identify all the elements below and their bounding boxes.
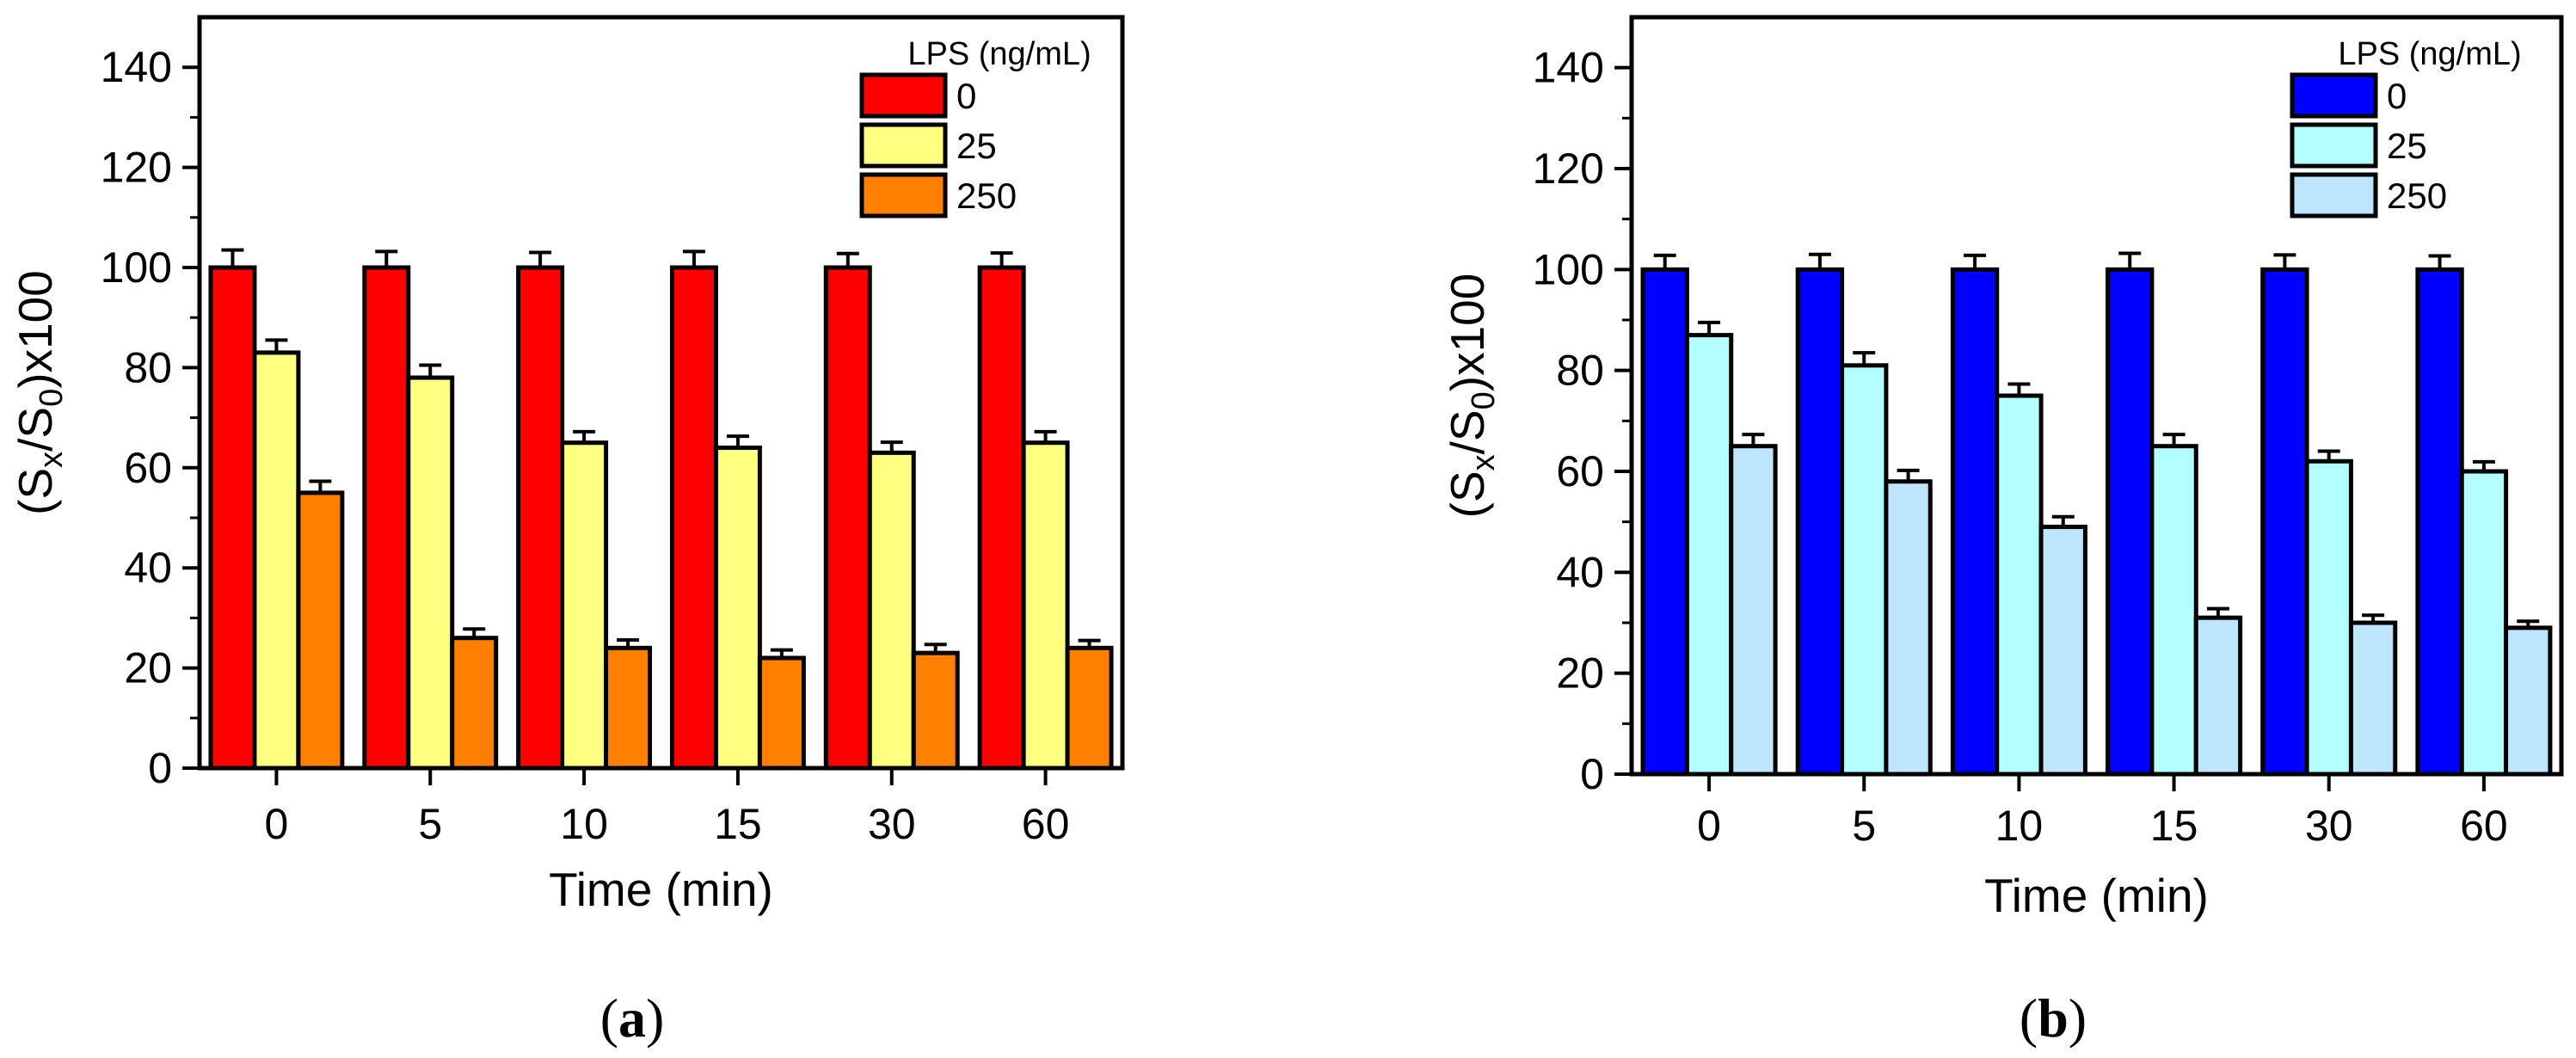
x-tick-label-b-15: 15 — [2150, 802, 2198, 850]
y-tick-label-b-60: 60 — [1556, 447, 1604, 495]
y-tick-label-b-100: 100 — [1533, 245, 1604, 293]
bar-a-series-0-cat-10 — [516, 265, 565, 771]
bar-b-series-250-cat-30 — [2348, 620, 2398, 777]
chart-panel-a: 0 20 40 60 80 100 120 140 0 5 10 15 30 60 Time (min) (S… — [9, 15, 1125, 916]
y-tick-label-a-60: 60 — [124, 444, 172, 492]
x-tick-label-a-0: 0 — [265, 800, 289, 848]
bar-b-series-25-cat-60 — [2459, 469, 2509, 777]
y-tick-label-b-120: 120 — [1533, 145, 1604, 193]
y-tick-label-a-120: 120 — [101, 144, 172, 192]
bar-b-series-0-cat-5 — [1795, 267, 1845, 777]
bar-a-series-250-cat-5 — [450, 636, 499, 771]
y-tick-label-a-40: 40 — [124, 544, 172, 592]
bar-b-series-25-cat-5 — [1840, 363, 1889, 777]
panel-label-a: (a) — [600, 987, 665, 1049]
legend-title-b: LPS (ng/mL) — [2338, 36, 2521, 72]
bar-a-series-0-cat-30 — [823, 265, 872, 771]
legend-label-a-25: 25 — [956, 126, 997, 166]
bar-b-series-0-cat-30 — [2260, 267, 2309, 777]
bar-b-series-25-cat-10 — [1995, 393, 2044, 777]
x-tick-label-b-30: 30 — [2305, 802, 2353, 850]
legend-label-b-0: 0 — [2387, 76, 2407, 116]
bar-b-series-250-cat-60 — [2504, 625, 2553, 777]
bar-b-series-250-cat-5 — [1884, 479, 1933, 777]
x-tick-label-a-10: 10 — [560, 800, 608, 848]
legend-swatch-a-25 — [859, 122, 948, 169]
bar-b-series-0-cat-15 — [2106, 267, 2155, 777]
bar-a-series-250-cat-60 — [1065, 645, 1114, 771]
x-tick-label-b-0: 0 — [1697, 802, 1721, 850]
x-tick-label-a-30: 30 — [868, 800, 916, 848]
bar-a-series-250-cat-30 — [911, 650, 960, 771]
legend-swatch-a-250 — [859, 172, 948, 218]
x-tick-label-b-10: 10 — [1995, 802, 2044, 850]
legend-swatch-a-0 — [859, 72, 948, 119]
x-axis-title-a: Time (min) — [549, 863, 773, 916]
y-tick-label-a-80: 80 — [124, 343, 172, 391]
y-tick-label-b-80: 80 — [1556, 347, 1604, 395]
bar-b-series-25-cat-30 — [2304, 458, 2353, 777]
legend-label-b-250: 250 — [2387, 175, 2447, 216]
bar-a-series-0-cat-60 — [977, 265, 1026, 771]
bar-a-series-0-cat-0 — [208, 265, 257, 771]
bar-b-series-250-cat-10 — [2038, 525, 2087, 777]
y-axis-title-a: (Sx/S0)x100 — [9, 270, 70, 515]
bar-b-series-25-cat-15 — [2149, 444, 2198, 777]
panel-label-b: (b) — [2020, 987, 2087, 1049]
bar-a-series-250-cat-10 — [604, 645, 653, 771]
bar-a-series-250-cat-0 — [296, 490, 345, 771]
y-tick-label-b-20: 20 — [1556, 649, 1604, 698]
bar-a-series-25-cat-60 — [1021, 440, 1070, 771]
bar-a-series-250-cat-15 — [757, 655, 806, 771]
bar-b-series-0-cat-60 — [2415, 267, 2464, 777]
x-tick-label-a-5: 5 — [418, 800, 442, 848]
x-axis-title-b: Time (min) — [1984, 869, 2209, 922]
legend-title-a: LPS (ng/mL) — [907, 36, 1091, 72]
y-tick-label-b-140: 140 — [1533, 44, 1604, 92]
legend-swatch-b-0 — [2290, 72, 2378, 119]
y-tick-label-a-0: 0 — [148, 744, 172, 792]
bar-b-series-0-cat-10 — [1950, 267, 2000, 777]
x-tick-label-a-15: 15 — [714, 800, 762, 848]
legend-swatch-b-25 — [2290, 122, 2378, 169]
x-tick-label-a-60: 60 — [1022, 800, 1070, 848]
legend-label-a-250: 250 — [956, 175, 1017, 216]
x-tick-label-b-60: 60 — [2460, 802, 2508, 850]
legend-swatch-b-250 — [2290, 172, 2378, 218]
y-tick-label-b-40: 40 — [1556, 548, 1604, 596]
y-tick-label-b-0: 0 — [1580, 750, 1604, 798]
y-tick-label-a-140: 140 — [101, 43, 172, 91]
y-tick-label-a-100: 100 — [101, 243, 172, 292]
chart-panel-b: 0 20 40 60 80 100 120 140 0 5 10 15 30 60 Time (min) (S… — [1441, 15, 2564, 922]
plot-frame-b — [1629, 15, 2564, 777]
bar-a-series-25-cat-30 — [867, 450, 916, 771]
bar-a-series-25-cat-5 — [406, 375, 455, 771]
x-tick-label-b-5: 5 — [1852, 802, 1876, 850]
legend-label-a-0: 0 — [956, 76, 976, 116]
legend-label-b-25: 25 — [2387, 126, 2427, 166]
bar-b-series-25-cat-0 — [1684, 333, 1734, 777]
bar-b-series-250-cat-15 — [2193, 615, 2243, 777]
bar-a-series-25-cat-10 — [560, 440, 609, 771]
bar-a-series-25-cat-0 — [252, 350, 301, 771]
bar-b-series-0-cat-0 — [1640, 267, 1689, 777]
y-axis-title-b: (Sx/S0)x100 — [1441, 274, 1502, 519]
bar-a-series-25-cat-15 — [713, 446, 762, 771]
bar-a-series-0-cat-15 — [669, 265, 718, 771]
bar-b-series-250-cat-0 — [1729, 444, 1778, 777]
bar-a-series-0-cat-5 — [362, 265, 411, 771]
plot-frame-a — [197, 15, 1125, 771]
y-tick-label-a-20: 20 — [124, 644, 172, 692]
